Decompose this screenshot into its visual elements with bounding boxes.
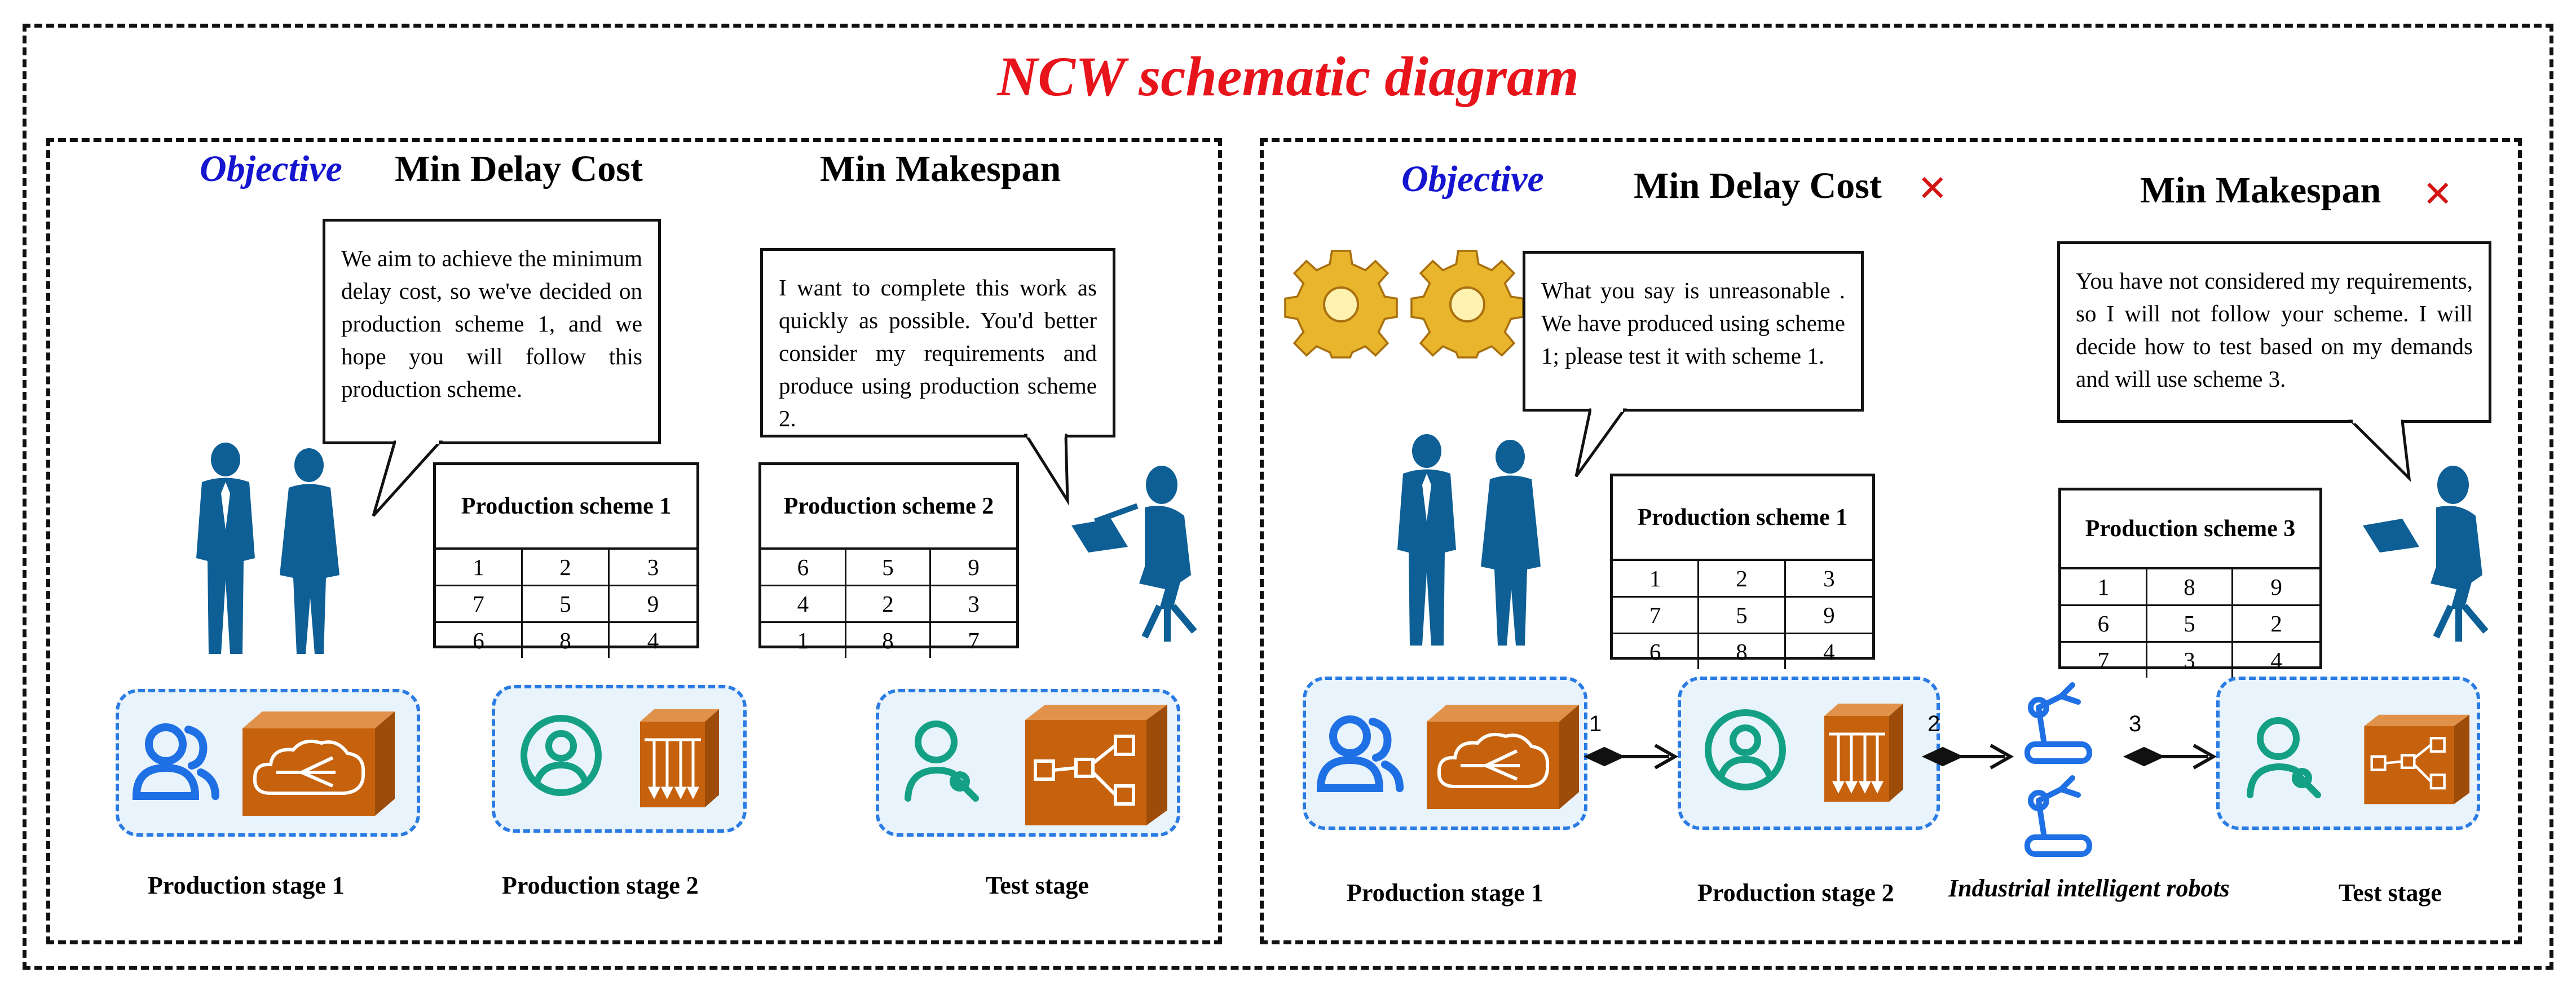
cell: 5 — [2147, 606, 2234, 643]
laptop-person-icon — [2363, 466, 2489, 642]
gear-icon — [1410, 250, 1524, 359]
scheme-title: Production scheme 1 — [436, 465, 696, 550]
cell: 8 — [523, 623, 610, 658]
cell: 8 — [2147, 569, 2234, 606]
scheme-title: Production scheme 3 — [2061, 490, 2319, 569]
cell: 7 — [1613, 598, 1700, 634]
cell: 8 — [1699, 634, 1786, 669]
parallel-machine-icon — [1824, 704, 1903, 802]
right-objective-label: Objective — [1401, 158, 1544, 200]
cell: 2 — [1699, 561, 1786, 598]
cell: 1 — [1613, 561, 1700, 598]
cell: 6 — [761, 550, 846, 586]
cell: 3 — [931, 586, 1016, 623]
cell: 4 — [1823, 639, 1835, 665]
right-scheme-3-table: Production scheme 3 1 8 9 6 5 2 7 3 4 — [2058, 488, 2322, 678]
cell: 5 — [1699, 598, 1786, 634]
right-stage-label-production-1: Production stage 1 — [1347, 879, 1543, 907]
connector-number-2: 2 — [1927, 711, 1940, 736]
cell: 4 — [761, 586, 846, 623]
user-wrench-icon — [2247, 717, 2321, 798]
connector-number-1: 1 — [1589, 711, 1602, 736]
cell: 5 — [523, 586, 610, 623]
cell: 7 — [2061, 643, 2147, 678]
cell: 5 — [846, 550, 932, 586]
cell: 7 — [968, 627, 980, 653]
businesspeople-icon — [196, 443, 339, 654]
users-icon — [132, 723, 219, 800]
right-speech-bubble-company: What you say is unreasonable . We have p… — [1523, 251, 1864, 412]
right-stage-label-test: Test stage — [2339, 879, 2442, 907]
cell: 9 — [610, 586, 696, 623]
left-goal-min-makespan: Min Makespan — [820, 148, 1061, 189]
gear-icon — [1284, 250, 1398, 359]
cell: 1 — [761, 623, 846, 658]
scheme-title: Production scheme 1 — [1613, 476, 1872, 561]
cloud-machine-icon — [242, 711, 395, 816]
cell: 3 — [610, 550, 696, 586]
right-goal-min-delay-cost: Min Delay Cost — [1634, 165, 1882, 206]
left-objective-label: Objective — [200, 148, 342, 189]
right-scheme-1-table: Production scheme 1 1 2 3 7 5 9 6 8 4 — [1610, 474, 1875, 669]
cell: 6 — [1613, 634, 1700, 669]
connector-number-3: 3 — [2129, 711, 2142, 736]
cell: 7 — [436, 586, 523, 623]
cell: 9 — [1785, 598, 1872, 634]
businesspeople-icon — [1397, 434, 1541, 646]
cross-icon: ✕ — [1917, 168, 1948, 210]
cell: 6 — [2061, 606, 2147, 643]
left-stage-label-production-1: Production stage 1 — [148, 872, 345, 899]
cell: 4 — [647, 627, 659, 653]
cell: 3 — [2147, 643, 2234, 678]
users-icon — [1316, 715, 1404, 792]
cell: 6 — [436, 623, 523, 658]
diagram-title: NCW schematic diagram — [997, 45, 1579, 108]
distribution-machine-icon — [1025, 705, 1167, 825]
cell: 9 — [2233, 569, 2319, 606]
cell: 3 — [1785, 561, 1872, 598]
cell: 2 — [523, 550, 610, 586]
user-circle-icon — [521, 715, 602, 796]
right-speech-bubble-client: You have not considered my requirements,… — [2057, 241, 2491, 423]
cell: 4 — [2270, 647, 2282, 673]
left-stage-label-production-2: Production stage 2 — [502, 872, 699, 899]
right-panel-frame — [1260, 138, 2522, 944]
left-speech-bubble-company: We aim to achieve the minimum delay cost… — [323, 219, 661, 444]
scheme-title: Production scheme 2 — [761, 465, 1016, 550]
cloud-machine-icon — [1427, 705, 1579, 809]
left-panel-frame — [46, 138, 1222, 944]
cell: 1 — [436, 550, 523, 586]
cell: 2 — [846, 586, 932, 623]
laptop-person-icon — [1071, 466, 1197, 642]
parallel-machine-icon — [640, 709, 719, 807]
left-stage-label-test: Test stage — [986, 872, 1089, 899]
outer-frame — [23, 24, 2553, 970]
left-speech-bubble-client: I want to complete this work as quickly … — [760, 248, 1115, 437]
robot-arm-icon — [2024, 682, 2092, 857]
user-circle-icon — [1705, 709, 1786, 790]
right-stage-label-production-2: Production stage 2 — [1697, 879, 1894, 907]
cell: 1 — [2061, 569, 2147, 606]
left-goal-min-delay-cost: Min Delay Cost — [395, 148, 643, 189]
left-scheme-2-table: Production scheme 2 6 5 9 4 2 3 1 8 7 — [758, 462, 1019, 658]
cell: 8 — [846, 623, 932, 658]
right-goal-min-makespan: Min Makespan — [2140, 170, 2381, 211]
user-wrench-icon — [905, 721, 979, 802]
right-stage-label-robots: Industrial intelligent robots — [1948, 874, 2230, 902]
cross-icon: ✕ — [2423, 174, 2453, 215]
cell: 2 — [2233, 606, 2319, 643]
cell: 9 — [931, 550, 1016, 586]
distribution-machine-icon — [2364, 714, 2470, 805]
left-scheme-1-table: Production scheme 1 1 2 3 7 5 9 6 8 4 — [433, 462, 699, 658]
